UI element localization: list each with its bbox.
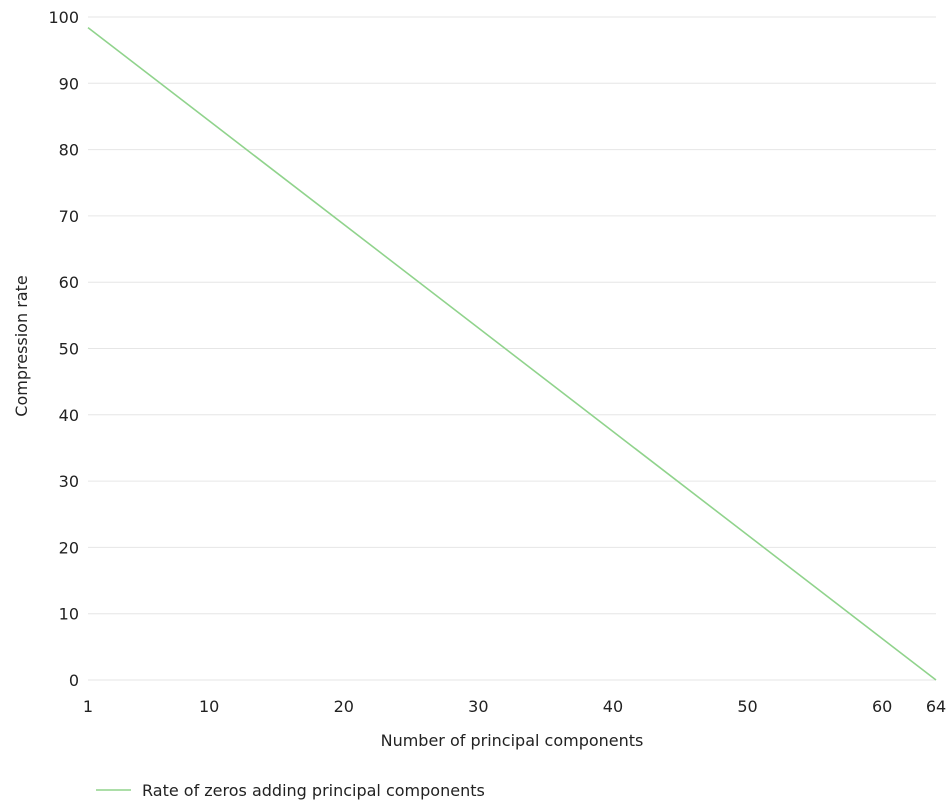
y-tick-label-0: 0 (69, 671, 79, 690)
y-tick-label-100: 100 (48, 8, 79, 27)
x-tick-label-30: 30 (468, 697, 488, 716)
y-tick-label-70: 70 (59, 207, 79, 226)
x-tick-label-64: 64 (926, 697, 946, 716)
x-tick-label-20: 20 (334, 697, 354, 716)
y-tick-label-50: 50 (59, 340, 79, 359)
legend: Rate of zeros adding principal component… (96, 781, 485, 800)
x-axis-title: Number of principal components (381, 731, 644, 750)
y-tick-label-60: 60 (59, 273, 79, 292)
y-tick-label-90: 90 (59, 74, 79, 93)
y-axis-title: Compression rate (12, 275, 31, 416)
y-tick-label-40: 40 (59, 406, 79, 425)
x-axis-ticks: 1 10 20 30 40 50 60 64 (83, 697, 946, 716)
x-tick-label-50: 50 (737, 697, 757, 716)
y-tick-label-80: 80 (59, 141, 79, 160)
y-tick-label-30: 30 (59, 472, 79, 491)
legend-label: Rate of zeros adding principal component… (142, 781, 485, 800)
x-tick-label-10: 10 (199, 697, 219, 716)
y-tick-label-20: 20 (59, 538, 79, 557)
x-tick-label-40: 40 (603, 697, 623, 716)
y-axis-ticks: 0 10 20 30 40 50 60 70 80 90 100 (48, 8, 79, 690)
gridlines (88, 16, 936, 681)
x-tick-label-1: 1 (83, 697, 93, 716)
series-layer (87, 26, 937, 681)
y-tick-label-10: 10 (59, 605, 79, 624)
x-tick-label-60: 60 (872, 697, 892, 716)
series-line-0 (87, 26, 937, 681)
